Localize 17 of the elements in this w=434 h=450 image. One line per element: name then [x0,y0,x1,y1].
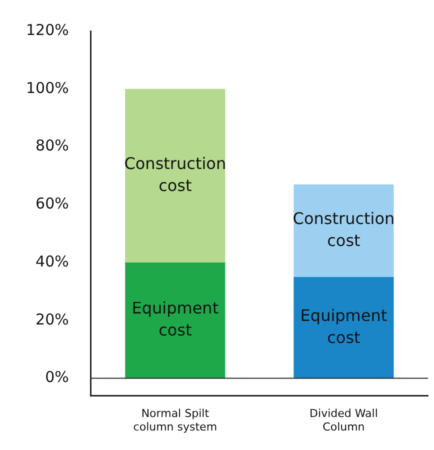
bar [125,262,226,378]
y-tick-label: 120% [26,20,69,39]
y-tick-label: 0% [45,368,69,386]
y-tick-label: 40% [36,252,69,270]
y-tick-label: 20% [36,310,69,328]
text: Equipment cost [132,298,219,340]
series-label: Equipment cost [300,306,388,347]
x-tick-label: Normal Spilt column system [133,407,218,434]
x-tick-label: Divided Wall Column [310,407,378,434]
y-tick-label: 80% [36,136,69,155]
bar [125,88,226,262]
bar [294,276,394,378]
y-tick-label: 100% [26,78,69,97]
y-tick-label: 60% [36,194,69,213]
series-label: Construction cost [124,154,226,195]
text: Construction cost [292,208,395,250]
bar [294,184,394,277]
